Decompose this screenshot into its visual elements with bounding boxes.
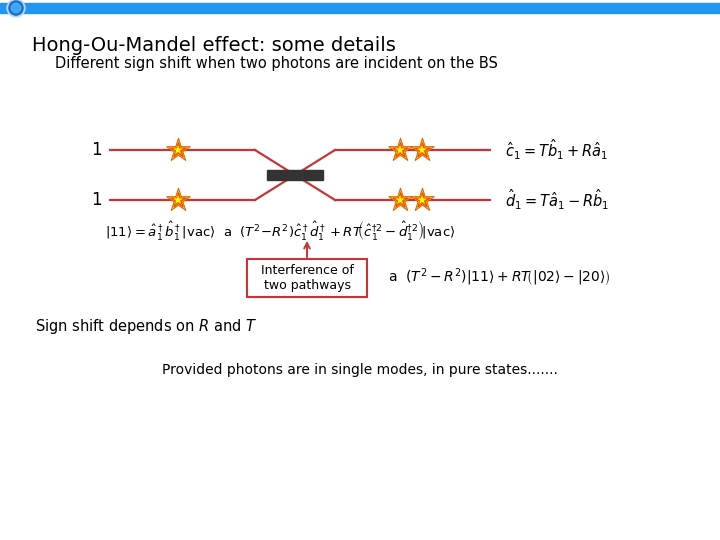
Point — [416, 146, 428, 154]
Point — [395, 195, 406, 204]
Text: $\hat{c}_1 = T\hat{b}_1 + R\hat{a}_1$: $\hat{c}_1 = T\hat{b}_1 + R\hat{a}_1$ — [505, 138, 608, 162]
Text: 1: 1 — [91, 141, 102, 159]
Circle shape — [9, 1, 23, 15]
Bar — [0, 3, 720, 13]
Point — [416, 195, 428, 204]
Text: Interference of
two pathways: Interference of two pathways — [261, 264, 354, 292]
FancyBboxPatch shape — [247, 259, 367, 297]
Point — [416, 195, 428, 204]
Text: Hong-Ou-Mandel effect: some details: Hong-Ou-Mandel effect: some details — [32, 36, 396, 55]
Text: a  $(T^2 - R^2)|11\rangle + RT\!\left(|02\rangle - |20\rangle\right)$: a $(T^2 - R^2)|11\rangle + RT\!\left(|02… — [388, 267, 611, 289]
Point — [416, 146, 428, 154]
Text: Sign shift depends on $R$ and $T$: Sign shift depends on $R$ and $T$ — [35, 318, 257, 336]
Text: $|11\rangle = \hat{a}_1^\dagger \hat{b}_1^\dagger |\mathrm{vac}\rangle$  a  $(T^: $|11\rangle = \hat{a}_1^\dagger \hat{b}_… — [105, 219, 455, 241]
Point — [395, 146, 406, 154]
Circle shape — [11, 3, 21, 13]
Point — [172, 146, 184, 154]
Point — [172, 146, 184, 154]
Point — [172, 195, 184, 204]
Text: Provided photons are in single modes, in pure states.......: Provided photons are in single modes, in… — [162, 363, 558, 377]
Point — [395, 146, 406, 154]
Point — [395, 195, 406, 204]
Text: $\hat{d}_1 = T\hat{a}_1 - R\hat{b}_1$: $\hat{d}_1 = T\hat{a}_1 - R\hat{b}_1$ — [505, 188, 609, 212]
Point — [416, 146, 428, 154]
Circle shape — [7, 0, 25, 17]
Text: 1: 1 — [91, 191, 102, 209]
Point — [172, 195, 184, 204]
Point — [395, 146, 406, 154]
Point — [172, 195, 184, 204]
Point — [416, 195, 428, 204]
Point — [395, 195, 406, 204]
Text: Different sign shift when two photons are incident on the BS: Different sign shift when two photons ar… — [55, 56, 498, 71]
Bar — [267, 170, 323, 180]
Point — [172, 146, 184, 154]
